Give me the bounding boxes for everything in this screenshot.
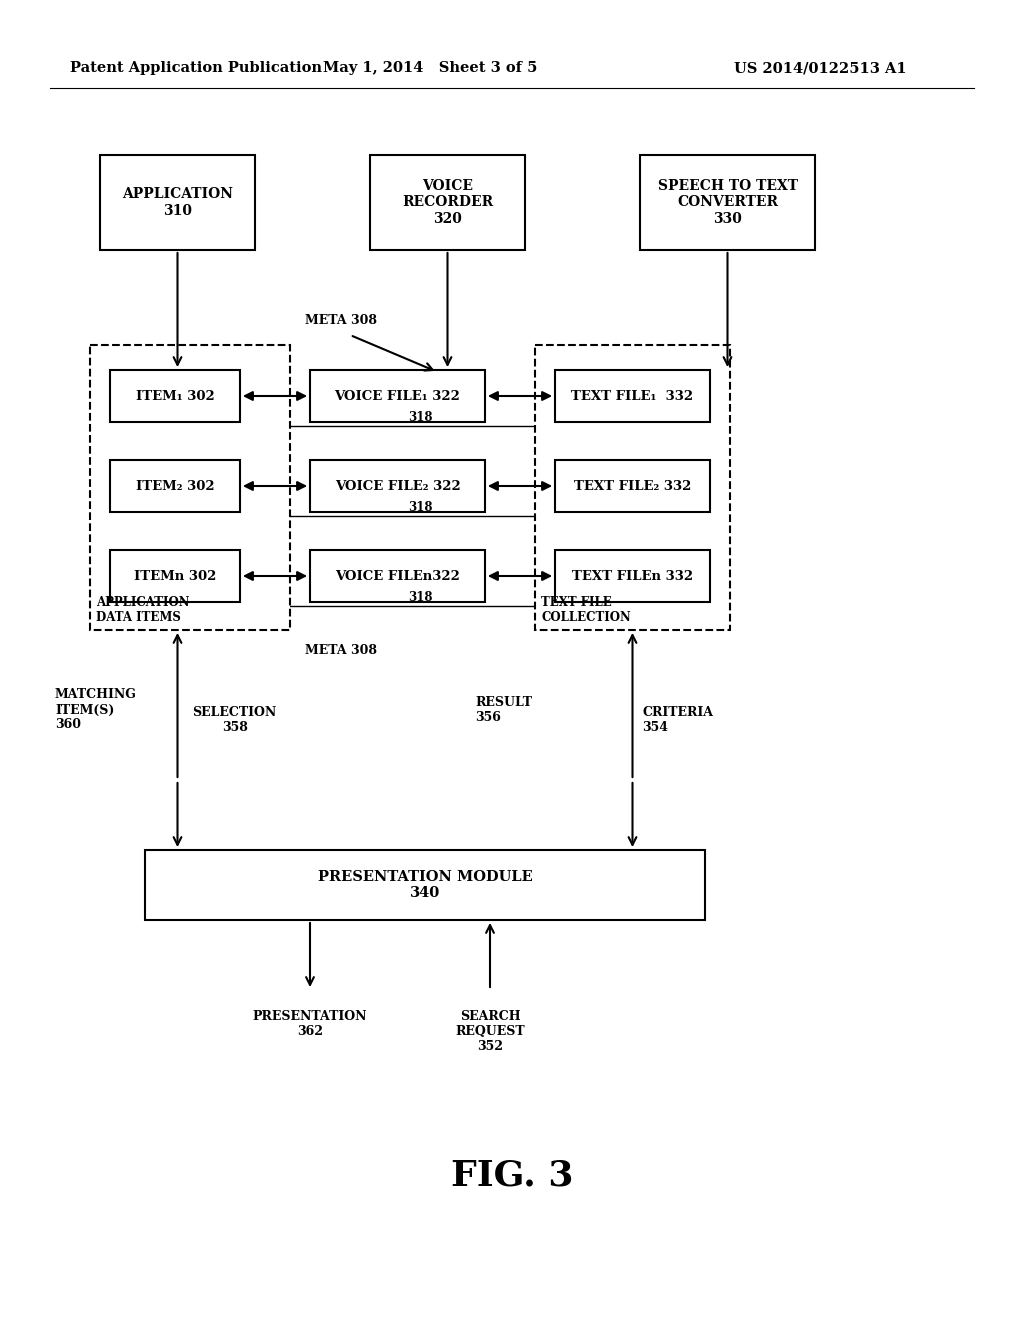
- Text: Patent Application Publication: Patent Application Publication: [70, 61, 322, 75]
- Text: VOICE
RECORDER
320: VOICE RECORDER 320: [402, 180, 494, 226]
- Bar: [110, 550, 240, 602]
- Text: May 1, 2014   Sheet 3 of 5: May 1, 2014 Sheet 3 of 5: [323, 61, 538, 75]
- Text: SEARCH
REQUEST
352: SEARCH REQUEST 352: [456, 1010, 525, 1053]
- Bar: [370, 154, 525, 249]
- Bar: [640, 154, 815, 249]
- Bar: [145, 850, 705, 920]
- Bar: [110, 370, 240, 422]
- Text: PRESENTATION
362: PRESENTATION 362: [253, 1010, 368, 1038]
- Text: META 308: META 308: [305, 314, 377, 326]
- Bar: [555, 550, 710, 602]
- Text: VOICE FILE₂ 322: VOICE FILE₂ 322: [335, 479, 461, 492]
- Text: SPEECH TO TEXT
CONVERTER
330: SPEECH TO TEXT CONVERTER 330: [657, 180, 798, 226]
- Text: TEXT FILE
COLLECTION: TEXT FILE COLLECTION: [541, 597, 631, 624]
- Text: ITEMn 302: ITEMn 302: [134, 569, 216, 582]
- Bar: [310, 370, 485, 422]
- Text: PRESENTATION MODULE
340: PRESENTATION MODULE 340: [317, 870, 532, 900]
- Text: APPLICATION
DATA ITEMS: APPLICATION DATA ITEMS: [96, 597, 189, 624]
- Text: CRITERIA
354: CRITERIA 354: [642, 706, 714, 734]
- Text: VOICE FILEn322: VOICE FILEn322: [335, 569, 460, 582]
- Text: APPLICATION
310: APPLICATION 310: [122, 187, 233, 218]
- Text: SELECTION
358: SELECTION 358: [193, 706, 276, 734]
- Text: VOICE FILE₁ 322: VOICE FILE₁ 322: [335, 389, 461, 403]
- Bar: [310, 459, 485, 512]
- Text: MATCHING
ITEM(S)
360: MATCHING ITEM(S) 360: [55, 689, 137, 731]
- Text: 318: 318: [408, 411, 432, 424]
- Text: 318: 318: [408, 591, 432, 605]
- Text: META 308: META 308: [305, 644, 377, 656]
- Text: ITEM₁ 302: ITEM₁ 302: [135, 389, 214, 403]
- Bar: [90, 345, 290, 630]
- Text: TEXT FILE₂ 332: TEXT FILE₂ 332: [573, 479, 691, 492]
- Bar: [535, 345, 730, 630]
- Text: TEXT FILE₁  332: TEXT FILE₁ 332: [571, 389, 693, 403]
- Text: RESULT
356: RESULT 356: [475, 696, 532, 723]
- Text: TEXT FILEn 332: TEXT FILEn 332: [572, 569, 693, 582]
- Bar: [555, 459, 710, 512]
- Bar: [555, 370, 710, 422]
- Text: ITEM₂ 302: ITEM₂ 302: [136, 479, 214, 492]
- Text: US 2014/0122513 A1: US 2014/0122513 A1: [733, 61, 906, 75]
- Text: FIG. 3: FIG. 3: [451, 1158, 573, 1192]
- Bar: [310, 550, 485, 602]
- Text: 318: 318: [408, 502, 432, 513]
- Bar: [100, 154, 255, 249]
- Bar: [110, 459, 240, 512]
